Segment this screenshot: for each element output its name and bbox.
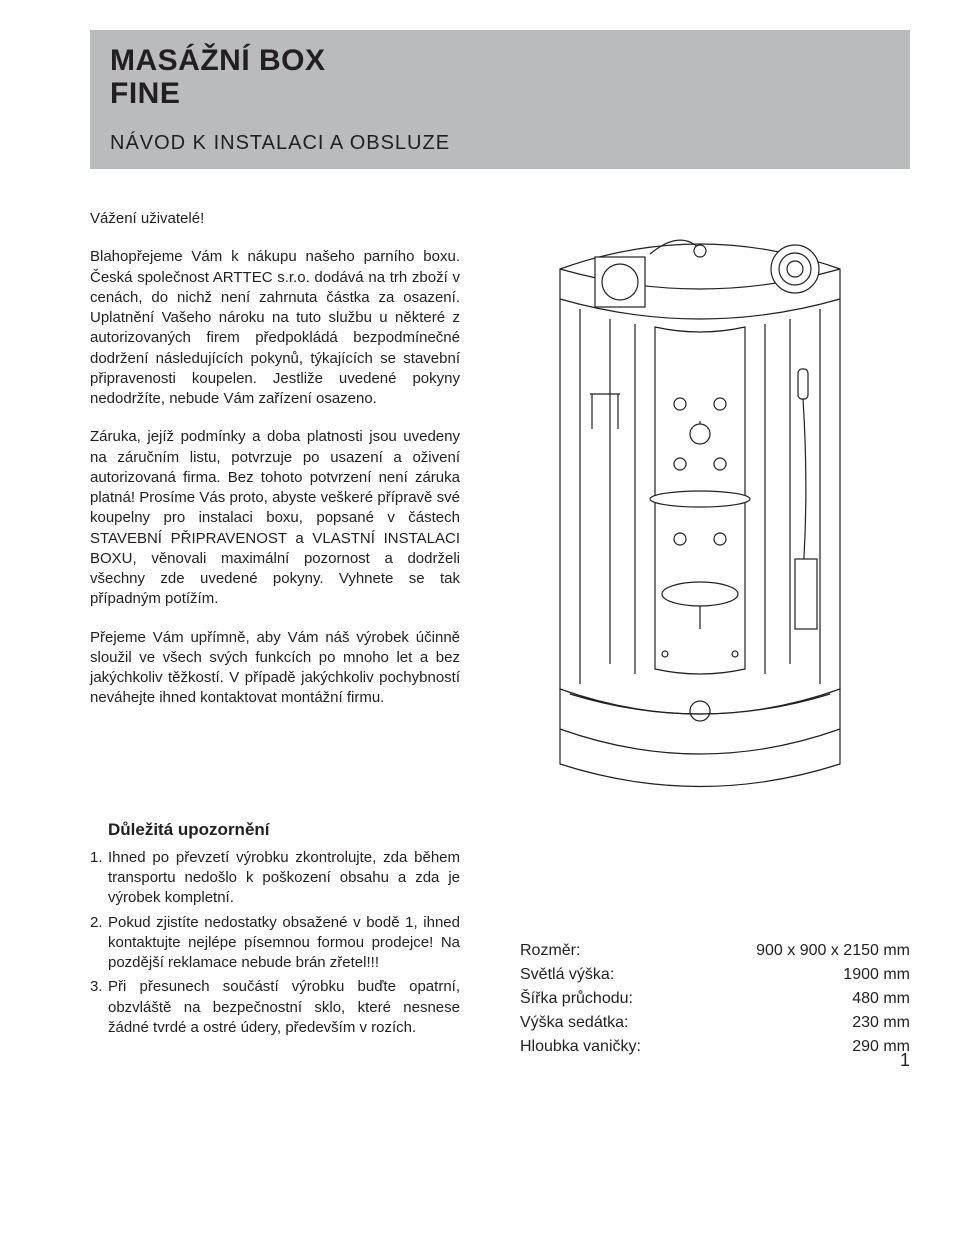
product-diagram-column xyxy=(490,209,910,789)
notes-item-text: Ihned po převzetí výrobku zkontrolujte, … xyxy=(108,848,460,909)
notes-item-text: Pokud zjistíte nedostatky obsažené v bod… xyxy=(108,913,460,974)
spec-value: 480 mm xyxy=(680,987,910,1011)
shower-box-diagram xyxy=(500,209,900,789)
spec-row: Světlá výška: 1900 mm xyxy=(520,963,910,987)
notes-column: Důležitá upozornění 1. Ihned po převzetí… xyxy=(90,819,460,1059)
notes-item-number: 1. xyxy=(90,848,108,909)
greeting: Vážení uživatelé! xyxy=(90,209,460,229)
spec-row: Hloubka vaničky: 290 mm xyxy=(520,1035,910,1059)
product-title-line2: FINE xyxy=(110,77,890,110)
spec-label: Rozměr: xyxy=(520,939,680,963)
notes-item-number: 2. xyxy=(90,913,108,974)
spec-value: 230 mm xyxy=(680,1011,910,1035)
page-number: 1 xyxy=(900,1050,910,1071)
intro-paragraph-1: Blahopřejeme Vám k nákupu našeho parního… xyxy=(90,247,460,409)
spec-row: Šířka průchodu: 480 mm xyxy=(520,987,910,1011)
manual-subtitle: NÁVOD K INSTALACI A OBSLUZE xyxy=(110,132,890,155)
notes-item: 1. Ihned po převzetí výrobku zkontrolujt… xyxy=(90,848,460,909)
product-title-line1: MASÁŽNÍ BOX xyxy=(110,44,890,77)
spec-label: Výška sedátka: xyxy=(520,1011,680,1035)
intro-text-column: Vážení uživatelé! Blahopřejeme Vám k nák… xyxy=(90,209,460,789)
bottom-row: Důležitá upozornění 1. Ihned po převzetí… xyxy=(90,819,910,1059)
notes-heading: Důležitá upozornění xyxy=(90,819,460,842)
spec-row: Výška sedátka: 230 mm xyxy=(520,1011,910,1035)
manual-page: CZ MASÁŽNÍ BOX FINE NÁVOD K INSTALACI A … xyxy=(0,0,960,1089)
spec-label: Světlá výška: xyxy=(520,963,680,987)
notes-item: 3. Při přesunech součástí výrobku buďte … xyxy=(90,977,460,1038)
spec-value: 1900 mm xyxy=(680,963,910,987)
content-row: Vážení uživatelé! Blahopřejeme Vám k nák… xyxy=(90,209,910,789)
header-bar: MASÁŽNÍ BOX FINE NÁVOD K INSTALACI A OBS… xyxy=(90,30,910,169)
spec-row: Rozměr: 900 x 900 x 2150 mm xyxy=(520,939,910,963)
spec-value: 900 x 900 x 2150 mm xyxy=(680,939,910,963)
spec-label: Šířka průchodu: xyxy=(520,987,680,1011)
notes-item-text: Při přesunech součástí výrobku buďte opa… xyxy=(108,977,460,1038)
spec-value: 290 mm xyxy=(680,1035,910,1059)
intro-paragraph-3: Přejeme Vám upřímně, aby Vám náš výrobek… xyxy=(90,628,460,709)
intro-paragraph-2: Záruka, jejíž podmínky a doba platnosti … xyxy=(90,427,460,609)
notes-item-number: 3. xyxy=(90,977,108,1038)
specs-column: Rozměr: 900 x 900 x 2150 mm Světlá výška… xyxy=(520,819,910,1059)
notes-list: 1. Ihned po převzetí výrobku zkontrolujt… xyxy=(90,848,460,1038)
notes-item: 2. Pokud zjistíte nedostatky obsažené v … xyxy=(90,913,460,974)
spec-label: Hloubka vaničky: xyxy=(520,1035,680,1059)
